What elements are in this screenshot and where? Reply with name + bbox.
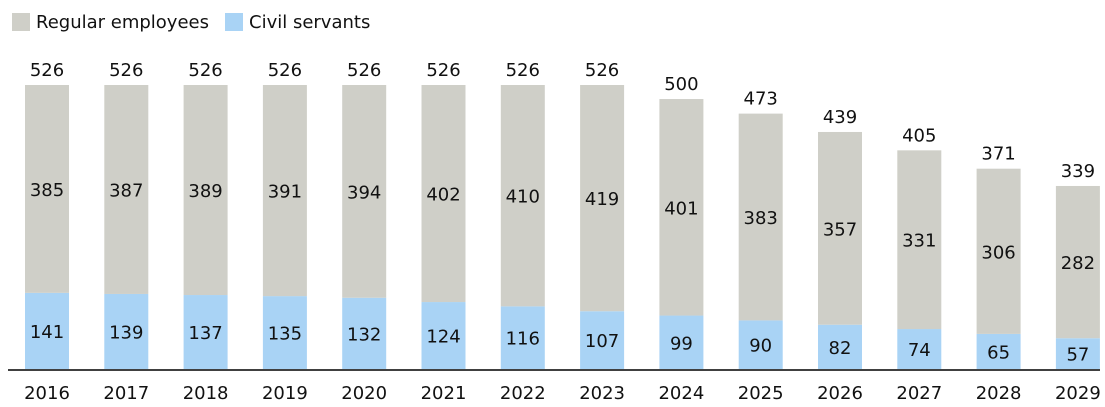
segment-label: 99 [670, 333, 693, 354]
x-tick-label: 2016 [24, 383, 70, 404]
bar-segment [976, 333, 1021, 369]
segment-label: 389 [188, 181, 222, 202]
x-tick-label: 2028 [976, 383, 1022, 404]
segment-label: 65 [987, 342, 1010, 363]
total-label: 339 [1061, 161, 1095, 182]
total-label: 526 [506, 60, 540, 81]
bar-segment [818, 131, 862, 325]
bar-segment [897, 150, 942, 330]
total-label: 526 [109, 60, 143, 81]
x-tick-label: 2019 [262, 383, 308, 404]
bar-segment [421, 302, 466, 369]
segment-label: 391 [268, 182, 302, 203]
segment-label: 132 [347, 324, 381, 345]
x-tick-label: 2027 [896, 383, 942, 404]
total-label: 526 [426, 60, 460, 81]
segment-label: 394 [347, 182, 381, 203]
segment-label: 357 [823, 219, 857, 240]
legend-label: Regular employees [36, 12, 209, 33]
segment-label: 141 [30, 322, 64, 343]
segment-label: 387 [109, 180, 143, 201]
bar-segment [25, 292, 69, 369]
total-label: 526 [188, 60, 222, 81]
x-tick-label: 2029 [1055, 383, 1101, 404]
total-label: 405 [902, 125, 936, 146]
segment-label: 410 [506, 187, 540, 208]
segment-label: 124 [426, 327, 460, 348]
bar-segment [1055, 338, 1100, 369]
segment-label: 402 [426, 185, 460, 206]
bar-segment [104, 293, 149, 369]
bar-segment [262, 296, 307, 369]
segment-label: 401 [664, 198, 698, 219]
segment-label: 137 [188, 323, 222, 344]
segment-label: 74 [908, 340, 931, 361]
bar-segment [818, 324, 862, 369]
bar-segment [183, 85, 228, 296]
legend-label: Civil servants [249, 12, 370, 33]
bar-segment [183, 295, 228, 369]
segment-label: 383 [744, 208, 778, 229]
bar-segment [976, 168, 1021, 334]
x-tick-label: 2023 [579, 383, 625, 404]
bar-segment [421, 85, 466, 303]
bar-segment [1055, 185, 1100, 339]
segment-label: 385 [30, 180, 64, 201]
total-label: 526 [347, 60, 381, 81]
bar-segment [897, 329, 942, 369]
x-tick-label: 2026 [817, 383, 863, 404]
total-label: 526 [268, 60, 302, 81]
x-tick-label: 2017 [103, 383, 149, 404]
segment-label: 82 [829, 338, 852, 359]
x-tick-label: 2022 [500, 383, 546, 404]
bar-segment [104, 85, 149, 294]
bar-segment [262, 85, 307, 297]
total-label: 526 [585, 60, 619, 81]
bar-segment [342, 297, 387, 369]
segment-label: 306 [981, 242, 1015, 263]
x-tick-label: 2025 [738, 383, 784, 404]
legend-swatch [12, 13, 30, 31]
total-label: 371 [981, 144, 1015, 165]
bar-segment [738, 320, 783, 369]
segment-label: 135 [268, 324, 302, 345]
x-tick-label: 2020 [341, 383, 387, 404]
bar-segment [580, 311, 625, 369]
segment-label: 90 [749, 336, 772, 357]
total-label: 526 [30, 60, 64, 81]
bar-segment [342, 85, 387, 298]
segment-label: 331 [902, 231, 936, 252]
bar-segment [738, 113, 783, 321]
segment-label: 282 [1061, 253, 1095, 274]
bar-segment [659, 315, 704, 369]
total-label: 439 [823, 107, 857, 128]
x-tick-label: 2024 [658, 383, 704, 404]
bar-segment [500, 306, 545, 369]
bar-segment [500, 85, 545, 307]
bar-segment [580, 85, 625, 312]
total-label: 500 [664, 74, 698, 95]
legend-swatch [225, 13, 243, 31]
bar-segment [25, 85, 69, 293]
segment-label: 139 [109, 322, 143, 343]
x-tick-label: 2018 [183, 383, 229, 404]
segment-label: 107 [585, 331, 619, 352]
segment-label: 116 [506, 329, 540, 350]
x-tick-label: 2021 [421, 383, 467, 404]
segment-label: 419 [585, 189, 619, 210]
bar-segment [659, 99, 704, 316]
total-label: 473 [744, 89, 778, 110]
segment-label: 57 [1066, 345, 1089, 366]
